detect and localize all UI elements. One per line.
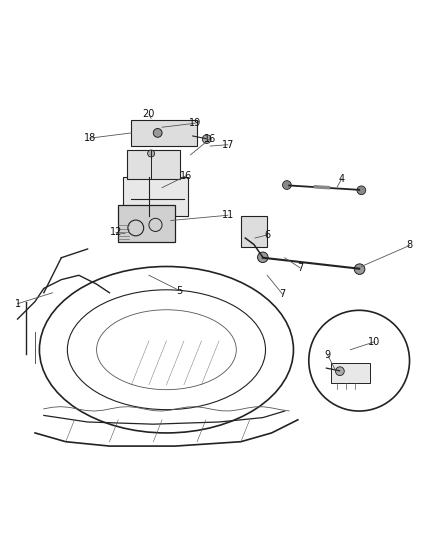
Text: 7: 7 [279,289,286,299]
Text: 16: 16 [180,171,192,181]
Text: 7: 7 [297,263,303,273]
Text: 9: 9 [325,350,331,360]
Text: 1: 1 [14,298,21,309]
Bar [127,150,180,179]
Text: 19: 19 [189,118,201,128]
Text: 5: 5 [177,286,183,296]
Text: 10: 10 [368,337,381,347]
Text: 11: 11 [222,210,234,220]
Bar [123,177,188,216]
Text: 8: 8 [406,240,413,251]
Text: 18: 18 [84,133,96,143]
Circle shape [357,186,366,195]
Circle shape [258,252,268,263]
Text: 6: 6 [264,230,270,240]
Bar [118,205,175,243]
Text: 20: 20 [143,109,155,119]
Text: 16: 16 [204,134,216,143]
Circle shape [354,264,365,274]
Circle shape [153,128,162,138]
Circle shape [336,367,344,376]
Bar [131,120,197,146]
Text: 4: 4 [339,174,345,184]
Bar [241,216,267,247]
Text: 12: 12 [110,228,122,237]
Bar [331,363,370,383]
Text: 17: 17 [222,140,234,150]
Circle shape [148,150,155,157]
Circle shape [283,181,291,189]
Circle shape [202,135,211,143]
